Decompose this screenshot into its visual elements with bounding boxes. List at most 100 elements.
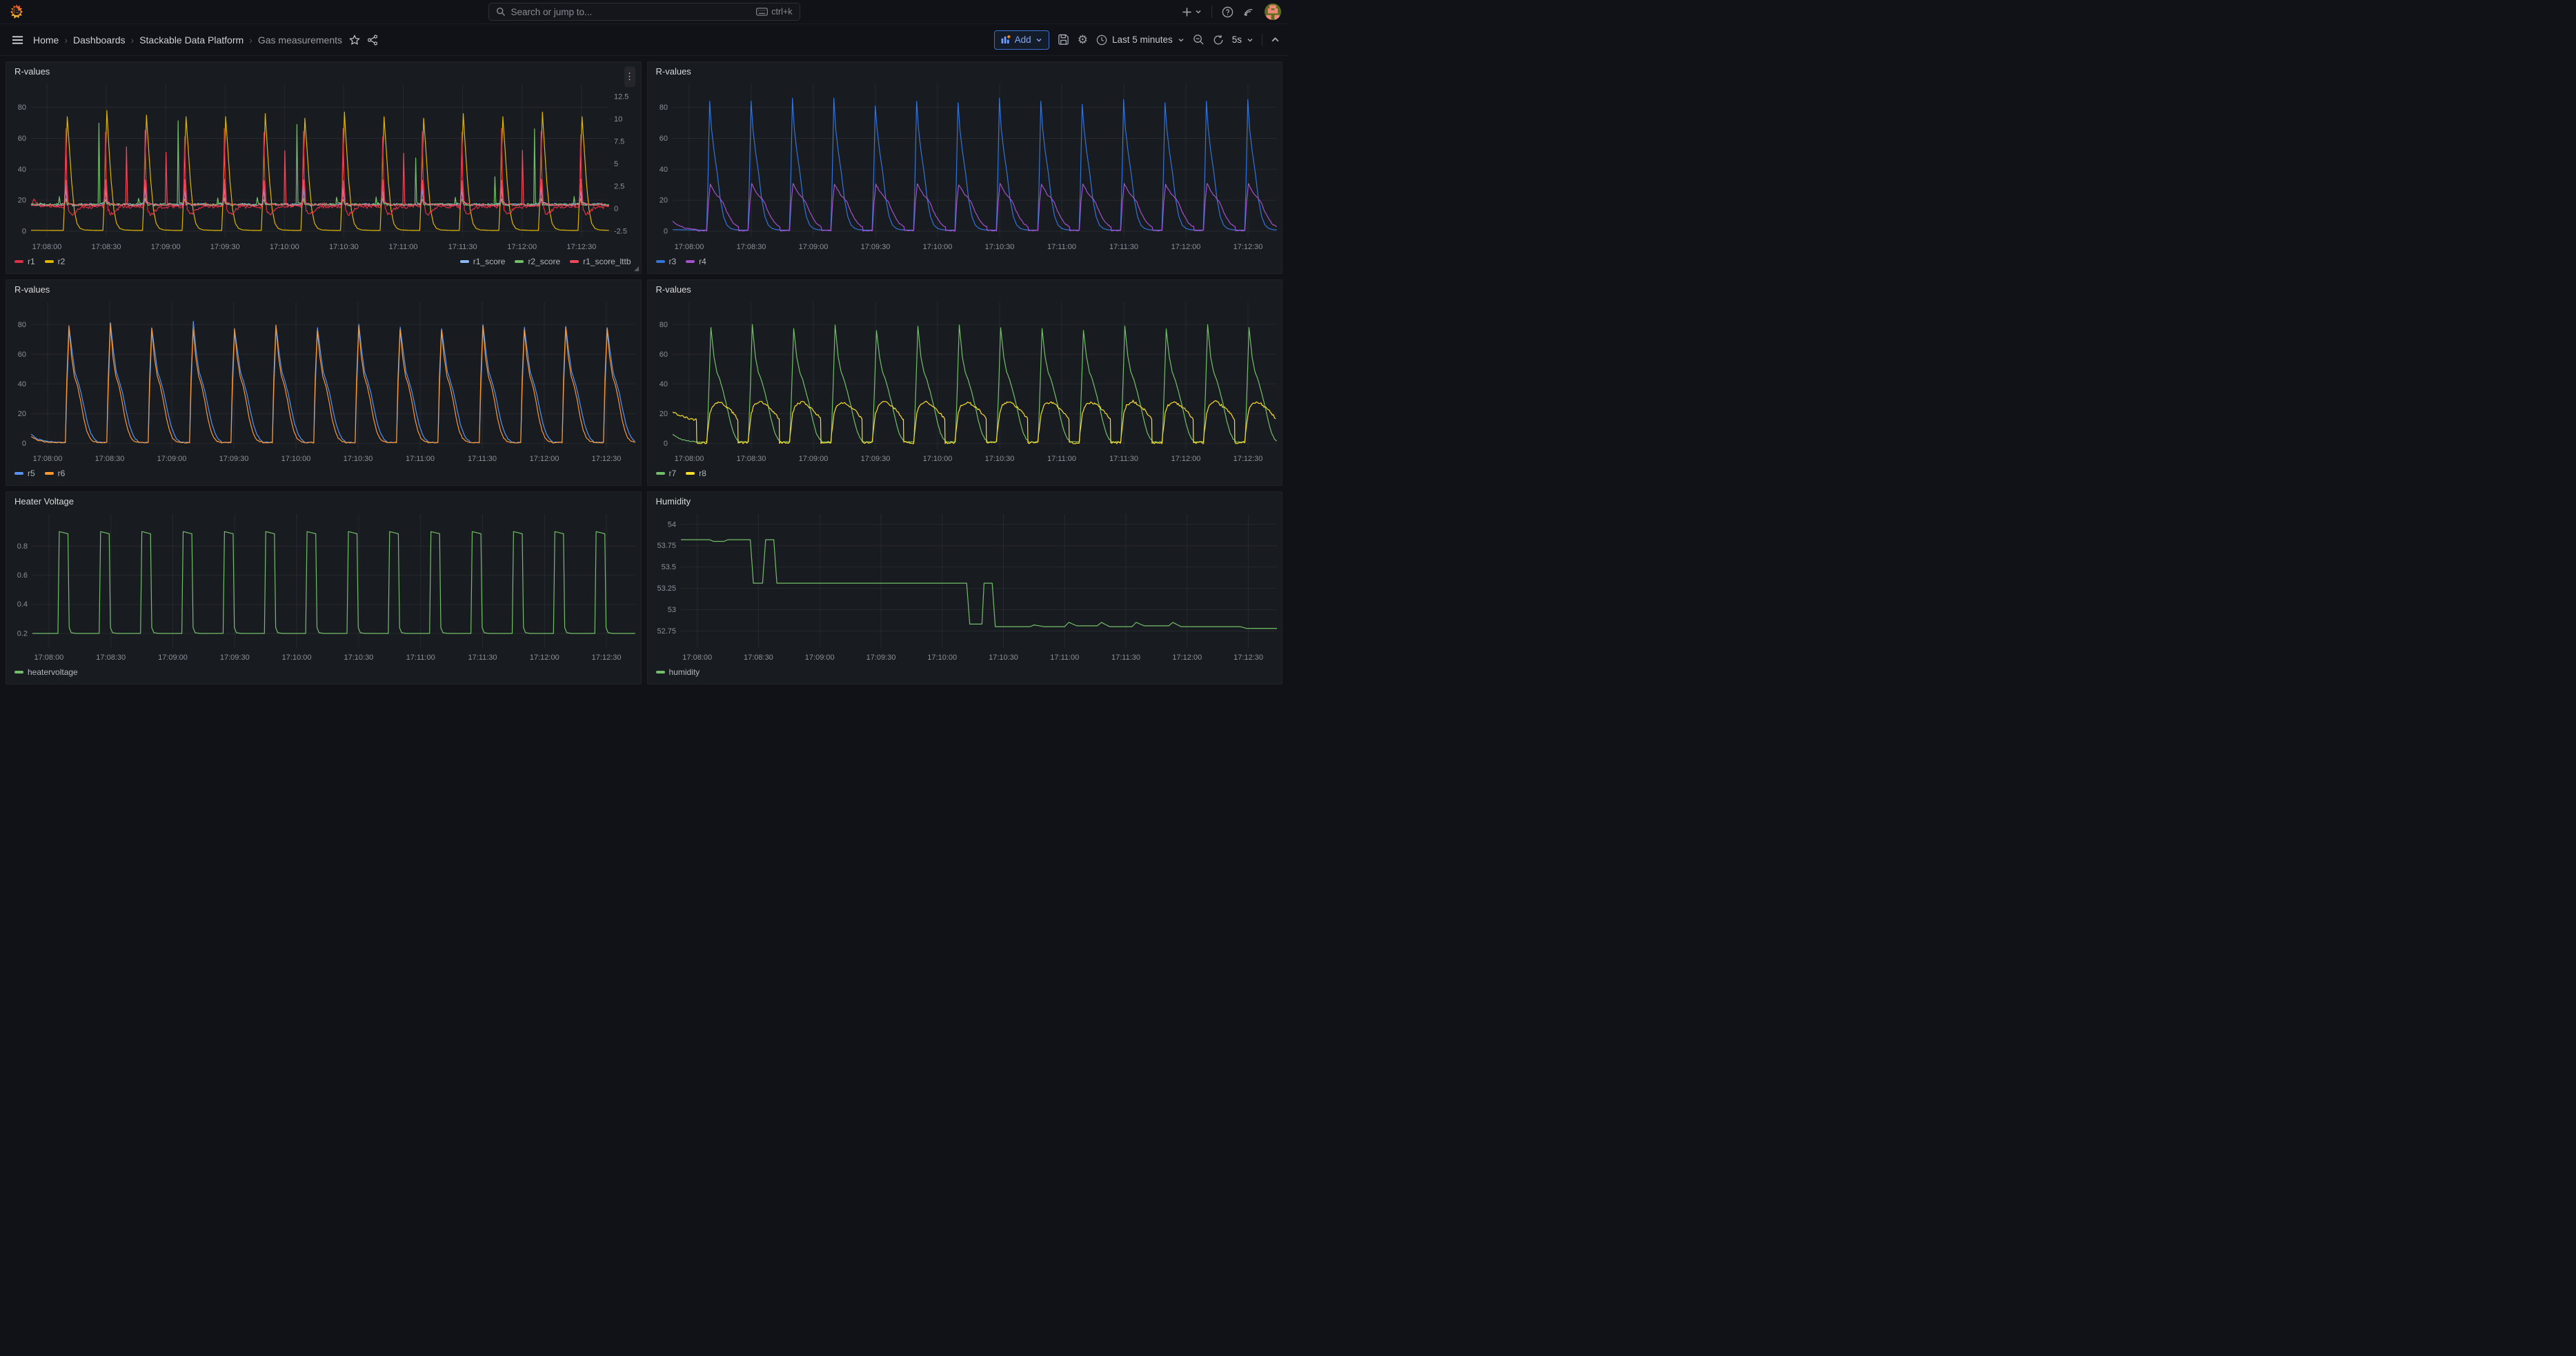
new-button[interactable] (1182, 7, 1202, 17)
svg-text:17:10:30: 17:10:30 (344, 654, 373, 662)
time-range-picker[interactable]: Last 5 minutes (1096, 35, 1185, 46)
add-button-label: Add (1014, 35, 1031, 45)
svg-text:17:08:00: 17:08:00 (34, 654, 63, 662)
svg-text:17:09:30: 17:09:30 (220, 654, 250, 662)
legend-item-r2[interactable]: r2 (44, 257, 65, 266)
chevron-down-icon (1196, 10, 1201, 14)
top-bar: Search or jump to... ctrl+k (0, 0, 1288, 24)
timeseries-chart[interactable]: 17:08:00 17:08:30 17:09:00 17:09:30 17:10:00… (6, 80, 641, 255)
svg-text:20: 20 (18, 197, 26, 205)
news-icon[interactable] (1243, 6, 1255, 18)
panel-title[interactable]: R-values (655, 66, 691, 77)
avatar[interactable] (1265, 3, 1281, 20)
timeseries-chart[interactable]: 17:08:00 17:08:30 17:09:00 17:09:30 17:10:00… (6, 298, 641, 467)
legend-item-r4[interactable]: r4 (686, 257, 706, 266)
svg-text:80: 80 (659, 321, 667, 329)
svg-text:17:09:30: 17:09:30 (866, 654, 895, 662)
svg-text:17:12:00: 17:12:00 (530, 654, 559, 662)
svg-text:17:12:30: 17:12:30 (1233, 455, 1262, 463)
svg-text:54: 54 (667, 520, 675, 529)
refresh-interval-picker[interactable]: 5s (1232, 35, 1254, 45)
legend-item-r7[interactable]: r7 (655, 469, 676, 478)
svg-text:17:09:00: 17:09:00 (158, 654, 188, 662)
svg-text:2.5: 2.5 (614, 183, 624, 191)
timeseries-chart[interactable]: 17:08:00 17:08:30 17:09:00 17:09:30 17:10:00… (648, 298, 1282, 467)
timeseries-chart[interactable]: 17:08:00 17:08:30 17:09:00 17:09:30 17:10:00… (6, 510, 641, 666)
panel-title[interactable]: R-values (14, 66, 50, 77)
legend-item-r1[interactable]: r1 (14, 257, 35, 266)
add-panel-icon (1001, 35, 1011, 44)
svg-text:60: 60 (659, 351, 667, 359)
svg-text:17:12:30: 17:12:30 (1233, 243, 1262, 251)
legend-item-r8[interactable]: r8 (686, 469, 706, 478)
svg-text:17:10:30: 17:10:30 (984, 455, 1014, 463)
svg-text:7.5: 7.5 (614, 138, 624, 146)
legend-item-r1_score_lttb[interactable]: r1_score_lttb (570, 257, 631, 266)
legend-item-r6[interactable]: r6 (44, 469, 65, 478)
refresh-icon[interactable] (1213, 35, 1224, 46)
favorite-star-icon[interactable] (349, 34, 360, 46)
svg-text:0.4: 0.4 (17, 600, 28, 609)
settings-gear-icon[interactable]: ⚙ (1077, 33, 1088, 46)
help-icon[interactable] (1222, 6, 1233, 18)
breadcrumb-folder[interactable]: Stackable Data Platform (139, 34, 244, 46)
svg-text:40: 40 (18, 380, 26, 389)
panel-menu-icon[interactable]: ⋮ (624, 66, 635, 87)
svg-text:17:10:00: 17:10:00 (270, 243, 299, 251)
svg-text:60: 60 (659, 135, 667, 143)
svg-text:17:11:00: 17:11:00 (406, 455, 435, 463)
legend-item-r3[interactable]: r3 (655, 257, 676, 266)
svg-text:17:09:30: 17:09:30 (860, 455, 890, 463)
panel-title[interactable]: R-values (14, 284, 50, 295)
svg-text:17:08:30: 17:08:30 (95, 455, 125, 463)
save-dashboard-icon[interactable] (1058, 34, 1069, 46)
svg-text:17:08:30: 17:08:30 (96, 654, 126, 662)
panel-heater-voltage: Heater Voltage 17:08:00 17:08:30 17:09:00 1… (6, 491, 642, 685)
svg-text:0: 0 (22, 228, 26, 236)
svg-text:17:10:30: 17:10:30 (344, 455, 373, 463)
breadcrumb-dashboards[interactable]: Dashboards (73, 34, 126, 46)
timeseries-chart[interactable]: 17:08:00 17:08:30 17:09:00 17:09:30 17:10:00… (648, 80, 1282, 255)
svg-text:17:12:30: 17:12:30 (566, 243, 596, 251)
panel-title[interactable]: Heater Voltage (14, 495, 75, 507)
svg-text:17:11:30: 17:11:30 (1111, 654, 1140, 662)
svg-text:40: 40 (659, 166, 667, 174)
dashboard-toolbar: Home › Dashboards › Stackable Data Platf… (0, 24, 1288, 56)
chevron-down-icon (1036, 38, 1042, 42)
svg-text:17:09:00: 17:09:00 (151, 243, 181, 251)
svg-text:20: 20 (18, 410, 26, 418)
svg-text:52.75: 52.75 (657, 627, 676, 636)
panel-legend: heatervoltage (6, 666, 641, 684)
svg-text:20: 20 (659, 410, 667, 418)
global-search-input[interactable]: Search or jump to... ctrl+k (488, 3, 800, 21)
menu-toggle-icon[interactable] (8, 31, 26, 49)
add-button[interactable]: Add (993, 30, 1049, 50)
svg-text:17:11:30: 17:11:30 (468, 455, 497, 463)
legend-item-heatervoltage[interactable]: heatervoltage (14, 667, 78, 677)
svg-text:17:09:30: 17:09:30 (210, 243, 240, 251)
panel-r-values-4: R-values 17:08:00 17:08:30 17:09:00 17:09:3… (646, 279, 1282, 486)
svg-text:17:12:30: 17:12:30 (592, 654, 622, 662)
legend-item-humidity[interactable]: humidity (655, 667, 700, 677)
svg-text:17:08:30: 17:08:30 (736, 455, 766, 463)
timeseries-chart[interactable]: 17:08:00 17:08:30 17:09:00 17:09:30 17:10:00… (648, 510, 1282, 666)
legend-item-r5[interactable]: r5 (14, 469, 35, 478)
svg-text:17:11:00: 17:11:00 (1050, 654, 1079, 662)
legend-item-r1_score[interactable]: r1_score (459, 257, 505, 266)
svg-text:17:11:00: 17:11:00 (406, 654, 435, 662)
svg-text:17:11:00: 17:11:00 (1047, 243, 1076, 251)
panel-title[interactable]: R-values (655, 284, 691, 295)
legend-item-r2_score[interactable]: r2_score (515, 257, 560, 266)
svg-text:0: 0 (22, 440, 26, 448)
zoom-out-icon[interactable] (1193, 34, 1205, 46)
panel-title[interactable]: Humidity (655, 495, 691, 507)
collapse-toolbar-icon[interactable] (1271, 35, 1280, 44)
svg-text:17:11:30: 17:11:30 (468, 654, 497, 662)
breadcrumb-home[interactable]: Home (33, 34, 59, 46)
svg-text:17:10:00: 17:10:00 (927, 654, 957, 662)
panel-legend: r5 r6 (6, 467, 641, 485)
share-icon[interactable] (367, 35, 378, 46)
divider (1211, 6, 1212, 18)
grafana-logo[interactable] (8, 3, 25, 21)
panel-resize-handle[interactable] (633, 266, 639, 271)
